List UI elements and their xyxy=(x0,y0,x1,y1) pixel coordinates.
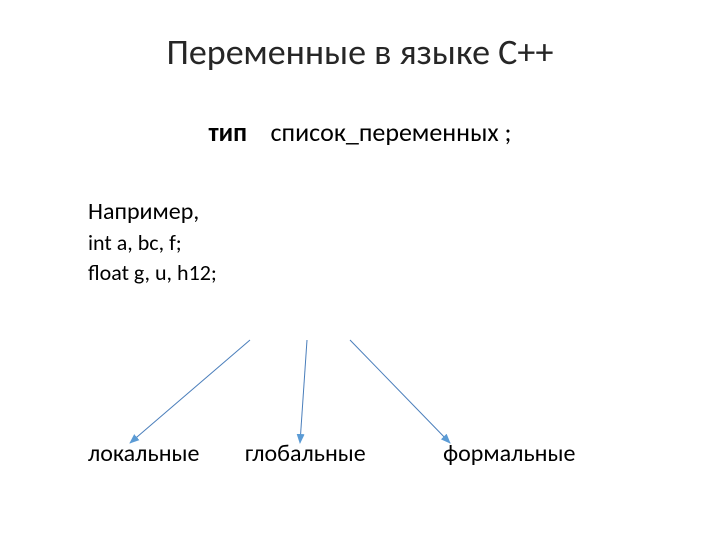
syntax-type: тип xyxy=(209,116,248,148)
arrow-to-local xyxy=(130,340,250,443)
syntax-line: тип список_переменных ; xyxy=(0,116,720,148)
arrow-to-formal xyxy=(350,340,450,443)
syntax-list: список_переменных ; xyxy=(271,116,512,148)
category-global: глобальные xyxy=(245,439,366,468)
example-line-2: float g, u, h12; xyxy=(88,258,720,288)
example-block: Например, int a, bc, f; float g, u, h12; xyxy=(88,196,720,288)
arrow-to-global xyxy=(300,340,307,443)
example-line-1: int a, bc, f; xyxy=(88,228,720,258)
category-local: локальные xyxy=(88,439,199,468)
example-heading: Например, xyxy=(88,196,720,228)
slide-title: Переменные в языке С++ xyxy=(0,0,720,74)
categories-row: локальные глобальные формальные xyxy=(88,439,575,468)
category-formal: формальные xyxy=(443,439,575,468)
